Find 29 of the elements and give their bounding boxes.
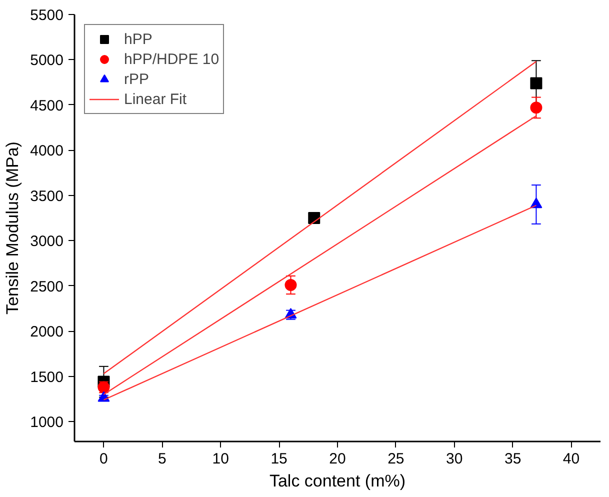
- x-axis-title: Talc content (m%): [269, 472, 406, 490]
- x-tick-label: 30: [446, 450, 463, 468]
- y-tick-label: 4000: [30, 142, 64, 160]
- y-tick-label: 3000: [30, 233, 64, 250]
- y-tick-label: 1000: [30, 414, 64, 432]
- legend-label: Linear Fit: [124, 90, 187, 108]
- y-tick-label: 5500: [30, 7, 64, 24]
- y-tick-label: 3500: [30, 188, 64, 205]
- x-tick-label: 25: [388, 450, 404, 468]
- y-axis-title: Tensile Modulus (MPa): [3, 142, 22, 314]
- y-tick-label: 2000: [30, 324, 64, 341]
- legend-label: hPP/HDPE 10: [124, 50, 220, 68]
- point: [284, 279, 297, 291]
- y-tick-label: 2500: [30, 278, 64, 296]
- y-tick-label: 1500: [30, 368, 64, 386]
- x-tick-label: 15: [270, 450, 288, 468]
- x-tick-label: 5: [158, 450, 166, 468]
- x-tick-label: 20: [329, 450, 346, 468]
- point: [530, 102, 542, 114]
- point: [530, 77, 542, 90]
- x-tick-label: 10: [212, 450, 229, 468]
- legend-label: hPP: [124, 30, 152, 48]
- x-tick-label: 35: [504, 450, 522, 468]
- x-tick-label: 0: [100, 450, 108, 468]
- y-tick-label: 5000: [30, 52, 64, 70]
- point: [308, 212, 320, 224]
- legend-label: rPP: [124, 70, 150, 88]
- y-tick-label: 4500: [30, 97, 64, 114]
- x-tick-label: 40: [562, 450, 580, 468]
